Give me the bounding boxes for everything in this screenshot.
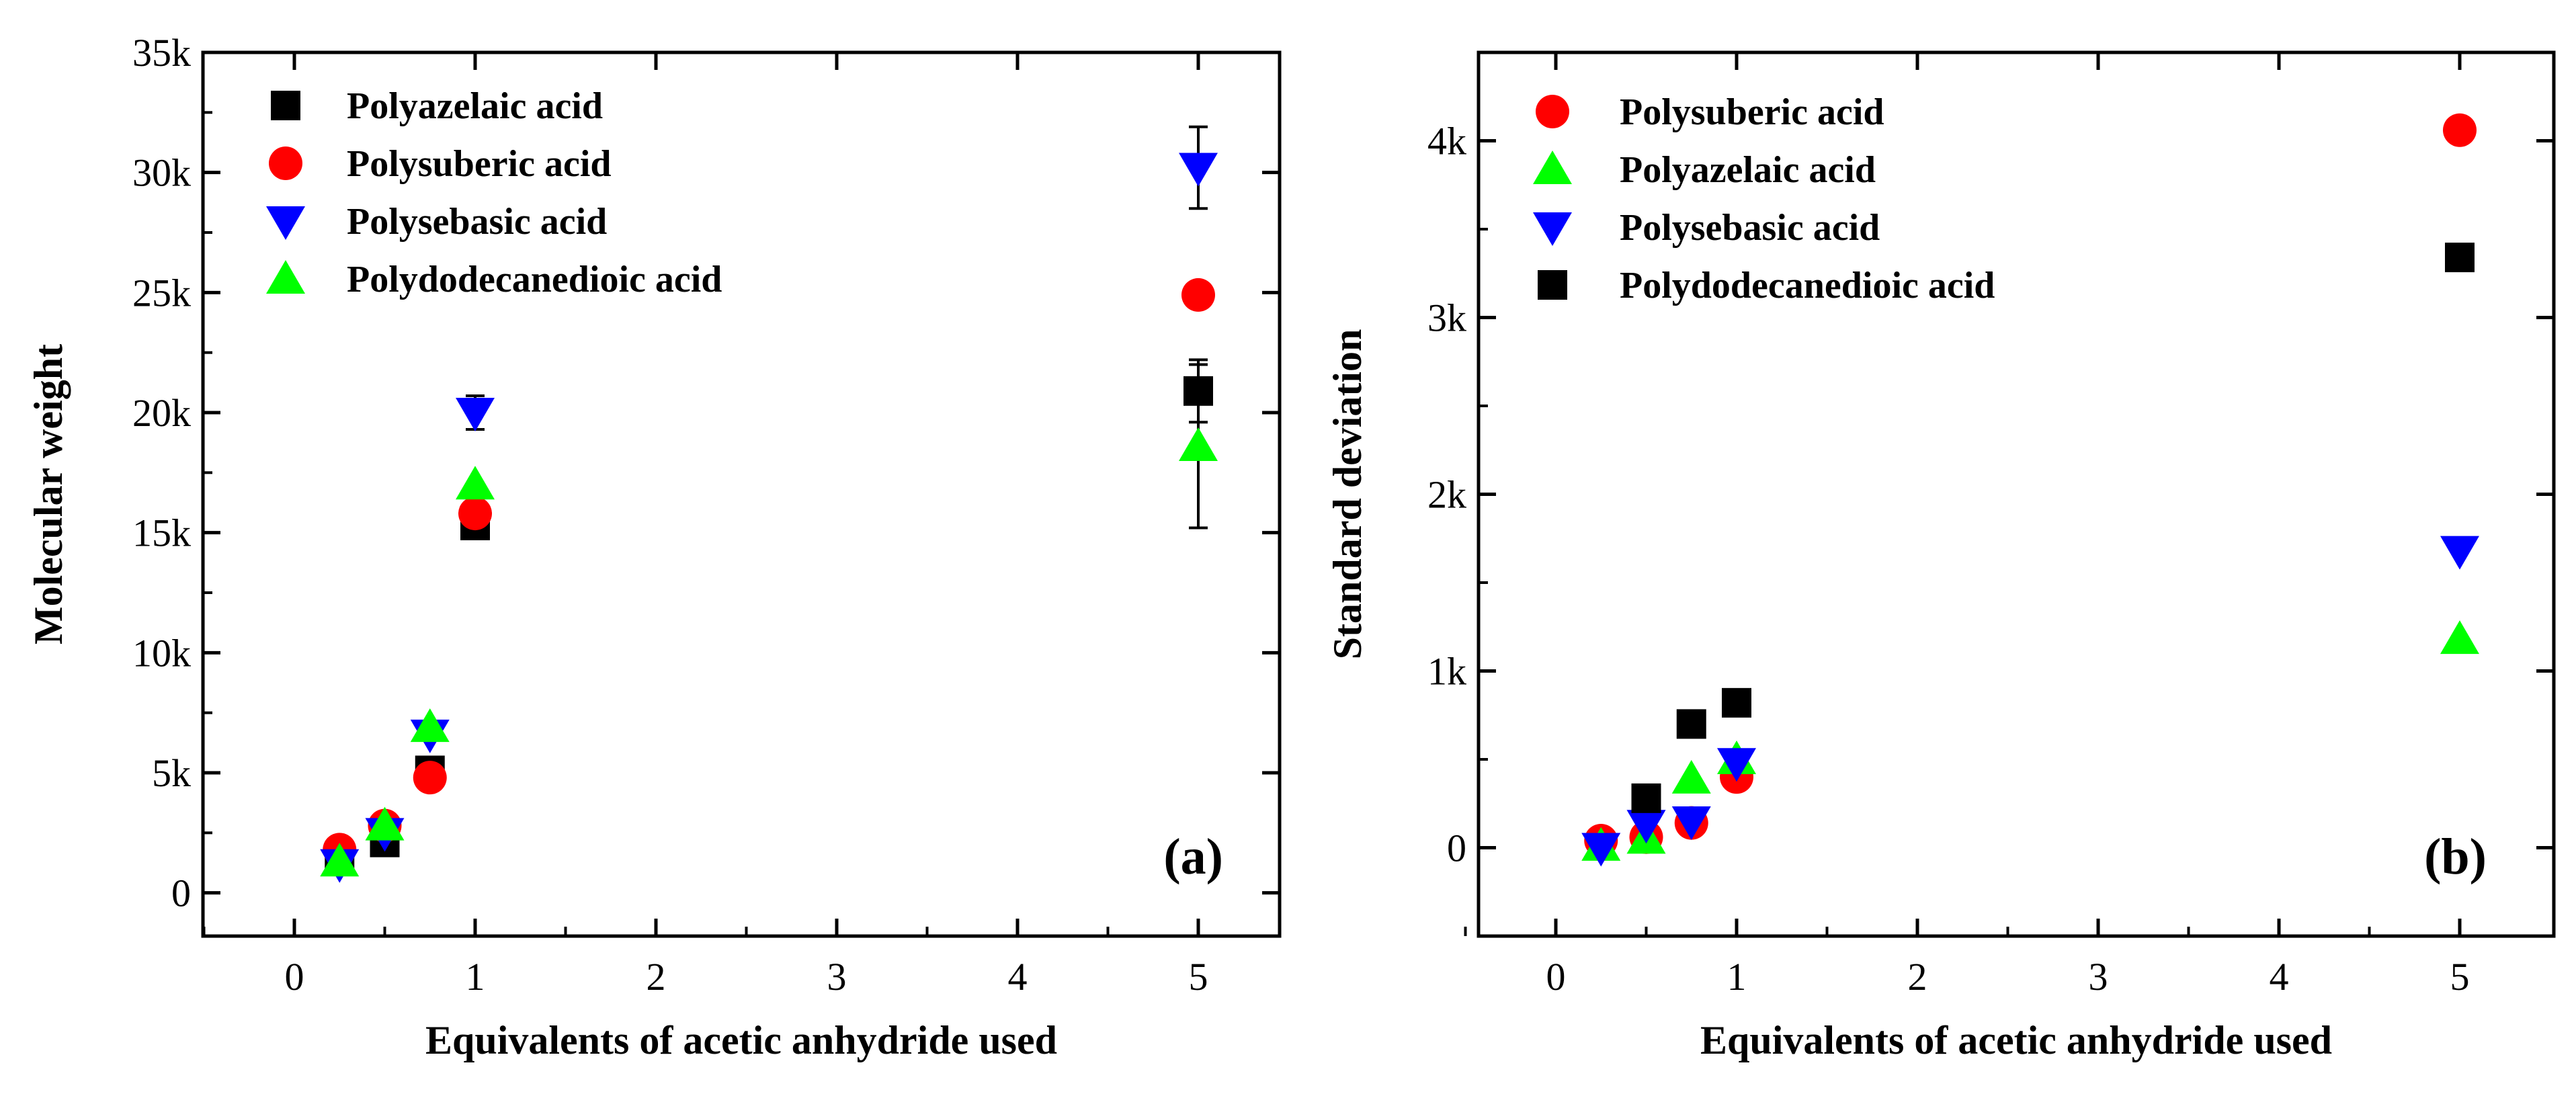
- x-tick-label: 2: [1908, 955, 1927, 999]
- y-tick-label: 15k: [132, 511, 191, 555]
- legend: Polyazelaic acid Polysuberic acid Polyseba…: [266, 85, 722, 300]
- data-point: [1626, 810, 1666, 844]
- data-point: [1671, 759, 1711, 794]
- legend-marker: [1533, 212, 1572, 246]
- panel-label: (a): [1163, 829, 1223, 885]
- data-point: [413, 761, 447, 795]
- data-point: [2445, 243, 2475, 273]
- legend-marker: [271, 91, 300, 120]
- series-1: [323, 278, 1215, 867]
- data-point: [2440, 620, 2479, 655]
- x-tick-label: 2: [647, 955, 666, 999]
- y-tick-label: 0: [171, 872, 191, 915]
- legend-marker: [269, 146, 302, 180]
- data-point: [2443, 113, 2477, 147]
- x-tick-label: 1: [466, 955, 485, 999]
- data-point: [1722, 687, 1751, 718]
- panel-a: 0 1 2 3 4 5 0 5k 10k 15k 20k 25k 30k 35k Equivalents o…: [26, 31, 1282, 1062]
- series-0: [325, 376, 1213, 874]
- y-tick-label: 20k: [132, 391, 191, 435]
- y-tick-label: 30k: [132, 151, 191, 195]
- data-point: [1676, 709, 1706, 739]
- series-2: [1581, 536, 2479, 867]
- panel-label: (b): [2424, 829, 2487, 885]
- legend-marker: [1536, 95, 1569, 128]
- data-point: [1183, 376, 1213, 406]
- y-tick-label: 0: [1447, 827, 1466, 870]
- legend-label: Polyazelaic acid: [347, 85, 603, 127]
- y-tick-label: 1k: [1427, 650, 1466, 693]
- data-point: [2440, 536, 2479, 570]
- legend-label: Polyazelaic acid: [1620, 149, 1876, 191]
- legend-label: Polysebasic acid: [347, 201, 607, 243]
- legend-label: Polysuberic acid: [1620, 91, 1884, 133]
- series-3: [320, 427, 1218, 877]
- data-point: [320, 843, 360, 877]
- data-point: [1581, 833, 1621, 867]
- legend-label: Polysebasic acid: [1620, 207, 1880, 249]
- series-3: [1631, 243, 2475, 813]
- y-tick-label: 4k: [1427, 120, 1466, 163]
- data-point: [1181, 278, 1215, 312]
- y-tick-label: 3k: [1427, 296, 1466, 340]
- y-tick-label: 25k: [132, 271, 191, 314]
- y-axis-title: Standard deviation: [1325, 329, 1370, 660]
- y-tick-label: 2k: [1427, 473, 1466, 517]
- data-point: [410, 708, 450, 743]
- x-tick-label: 0: [285, 955, 304, 999]
- data-point: [1717, 748, 1756, 782]
- legend-label: Polydodecanedioic acid: [1620, 265, 1995, 306]
- x-tick-label: 1: [1727, 955, 1747, 999]
- data-point: [458, 497, 492, 531]
- y-axis-title: Molecular weight: [26, 344, 71, 644]
- y-tick-label: 5k: [152, 751, 191, 795]
- x-tick-label: 3: [827, 955, 847, 999]
- data-point: [1179, 427, 1218, 462]
- x-tick-label: 5: [2450, 955, 2470, 999]
- data-point: [1671, 806, 1711, 841]
- y-tick-label: 10k: [132, 631, 191, 675]
- data-point: [456, 466, 495, 500]
- data-point: [456, 398, 495, 432]
- legend-marker: [1538, 270, 1567, 300]
- x-tick-label: 4: [2270, 955, 2289, 999]
- legend-label: Polysuberic acid: [347, 143, 612, 185]
- x-tick-label: 5: [1189, 955, 1208, 999]
- x-axis-title: Equivalents of acetic anhydride used: [425, 1018, 1057, 1062]
- x-tick-label: 4: [1008, 955, 1028, 999]
- data-point: [1179, 153, 1218, 187]
- panel-b: 0 1 2 3 4 5 0 1k 2k 3k 4k Equivalents of acetic anh…: [1325, 50, 2556, 1062]
- legend-marker: [1533, 151, 1572, 184]
- legend: Polysuberic acid Polyazelaic acid Polyseba…: [1533, 91, 1995, 306]
- legend-marker: [266, 260, 305, 294]
- y-tick-label: 35k: [132, 31, 191, 75]
- legend-marker: [266, 206, 305, 240]
- plot-frame: [201, 50, 1282, 938]
- x-tick-label: 3: [2089, 955, 2108, 999]
- legend-label: Polydodecanedioic acid: [347, 259, 722, 300]
- series-1: [1581, 620, 2479, 861]
- x-tick-label: 0: [1546, 955, 1566, 999]
- data-point: [1631, 783, 1661, 813]
- x-axis-title: Equivalents of acetic anhydride used: [1700, 1018, 2332, 1062]
- data-point: [365, 806, 405, 841]
